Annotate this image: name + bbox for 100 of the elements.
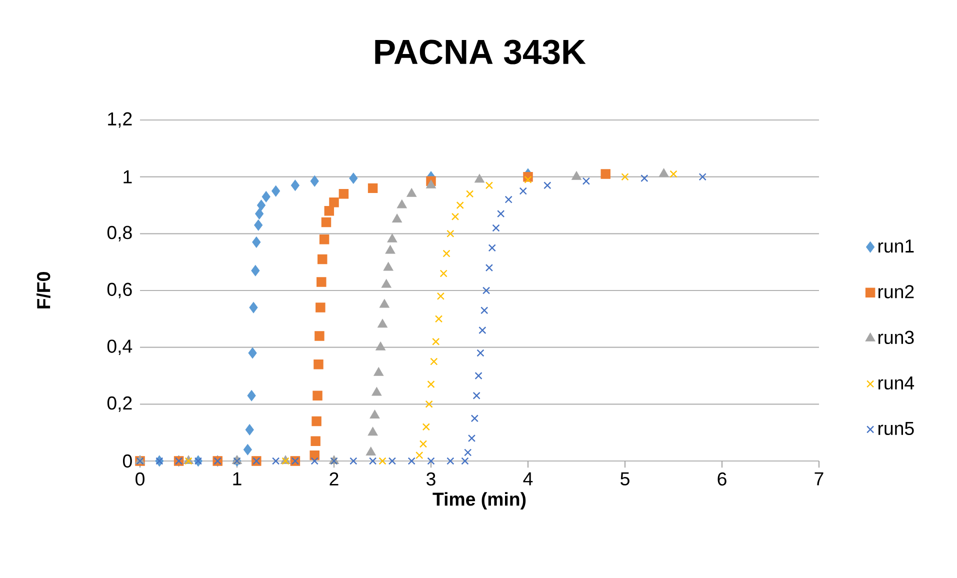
point	[425, 400, 433, 408]
point	[272, 186, 280, 196]
point	[329, 198, 339, 208]
point	[243, 444, 252, 456]
point	[446, 457, 454, 465]
point	[456, 201, 464, 210]
point	[321, 217, 332, 228]
legend-label: run4	[878, 376, 914, 390]
point	[291, 180, 300, 191]
point	[519, 187, 527, 195]
point	[316, 302, 326, 312]
point	[312, 390, 322, 400]
point	[272, 457, 280, 465]
x-tick-label: 1	[233, 472, 242, 486]
point	[392, 214, 402, 222]
point	[432, 338, 440, 346]
point	[461, 457, 469, 465]
point	[376, 342, 386, 350]
point	[476, 349, 484, 357]
point	[468, 434, 476, 442]
point	[370, 410, 380, 419]
point	[248, 348, 257, 358]
point	[640, 174, 648, 182]
point	[436, 292, 445, 300]
point	[397, 200, 407, 208]
point	[310, 450, 320, 460]
point	[378, 457, 386, 465]
point	[378, 319, 388, 328]
point	[464, 448, 472, 456]
point	[252, 236, 261, 248]
y-axis-title: F/F0	[36, 272, 50, 308]
y-tick-label: 0,2	[107, 396, 132, 412]
point	[430, 358, 438, 366]
y-tick-label: 0	[122, 454, 132, 468]
point	[262, 191, 270, 202]
point	[698, 173, 706, 181]
x-axis-title: Time (min)	[432, 492, 526, 510]
point	[524, 176, 532, 184]
point	[247, 390, 256, 402]
point	[446, 230, 454, 238]
point	[368, 457, 377, 465]
point	[350, 457, 358, 465]
point	[482, 286, 490, 294]
x-tick-label: 3	[426, 472, 436, 486]
point	[318, 254, 328, 264]
point	[408, 457, 416, 465]
legend-label: run3	[878, 330, 914, 344]
point	[372, 387, 382, 396]
point	[338, 189, 349, 199]
point	[314, 331, 324, 341]
point	[406, 188, 416, 197]
point	[310, 436, 320, 446]
point	[474, 372, 482, 380]
x-tick-label: 5	[620, 472, 630, 486]
point	[368, 427, 378, 436]
x-tick-label: 4	[523, 472, 533, 486]
point	[497, 210, 505, 218]
y-tick-label: 0,4	[107, 340, 132, 356]
point	[427, 380, 435, 388]
legend-label: run1	[878, 240, 914, 253]
point	[480, 306, 488, 314]
point	[572, 171, 582, 180]
point	[382, 279, 392, 288]
point	[366, 447, 376, 456]
point	[249, 302, 258, 313]
y-tick-label: 1,2	[108, 112, 132, 128]
point	[245, 424, 254, 436]
point	[470, 414, 478, 422]
point	[419, 440, 428, 448]
point	[416, 452, 424, 460]
point	[316, 277, 326, 287]
point	[310, 457, 318, 465]
point	[485, 182, 494, 190]
point	[442, 250, 450, 258]
legend-label: run5	[878, 422, 914, 436]
point	[368, 183, 378, 194]
y-tick-label: 0,8	[107, 226, 132, 242]
point	[600, 169, 610, 179]
point	[422, 423, 430, 431]
point	[255, 208, 264, 220]
point	[474, 174, 484, 183]
point	[427, 457, 435, 465]
point	[434, 315, 443, 323]
point	[312, 416, 322, 426]
point	[386, 245, 396, 254]
point	[324, 206, 334, 216]
x-tick-label: 6	[718, 472, 726, 486]
y-tick-label: 0,6	[107, 282, 132, 298]
point	[254, 220, 263, 231]
point	[472, 392, 480, 400]
point	[492, 224, 500, 232]
point	[670, 170, 678, 178]
legend-label: run2	[878, 285, 914, 298]
point	[544, 182, 552, 190]
point	[310, 176, 319, 186]
x-tick-label: 7	[814, 472, 824, 486]
point	[466, 190, 474, 198]
point	[388, 457, 396, 465]
point	[374, 368, 384, 376]
point	[314, 360, 324, 370]
